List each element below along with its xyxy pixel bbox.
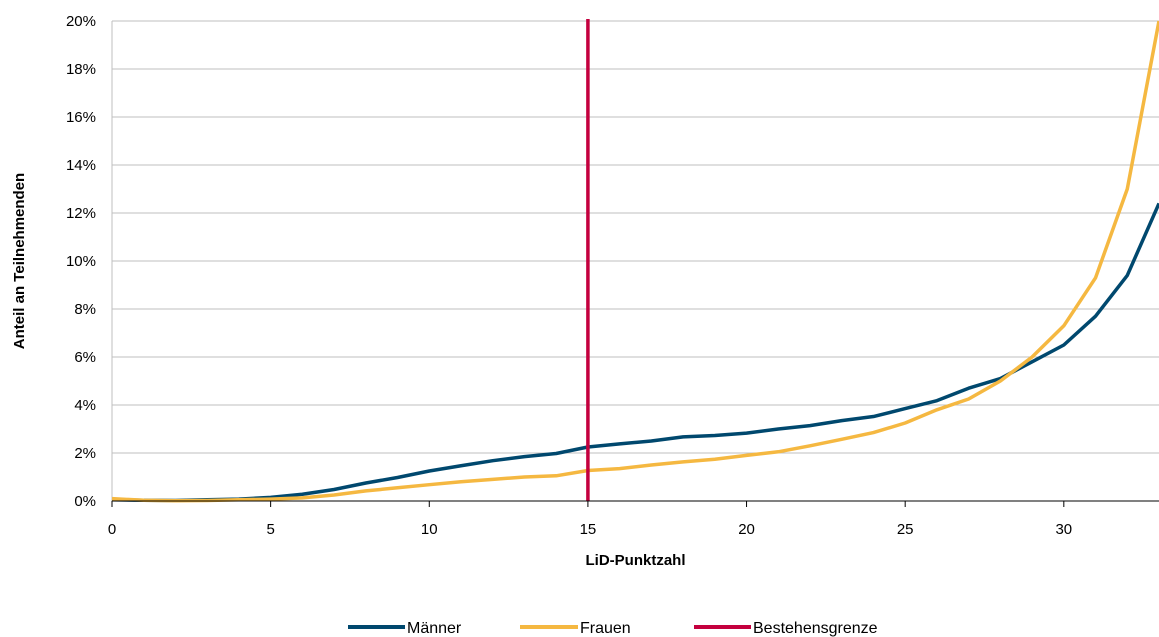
legend-label-maenner: Männer [407,620,462,637]
y-tick-label: 20% [66,13,96,30]
y-tick-label: 8% [74,301,96,318]
x-tick-label: 20 [738,521,755,538]
y-tick-label: 0% [74,493,96,510]
x-tick-label: 10 [421,521,438,538]
y-tick-label: 12% [66,205,96,222]
y-tick-label: 4% [74,397,96,414]
y-tick-label: 6% [74,349,96,366]
x-tick-label: 0 [108,521,116,538]
x-axis-title: LiD-Punktzahl [586,552,686,569]
y-tick-label: 10% [66,253,96,270]
y-tick-label: 18% [66,61,96,78]
legend-label-frauen: Frauen [580,620,631,637]
x-tick-labels: 0 5 10 15 20 25 30 [108,501,1072,538]
y-tick-label: 16% [66,109,96,126]
y-axis-title: Anteil an Teilnehmenden [11,173,28,349]
x-tick-label: 30 [1055,521,1072,538]
x-tick-label: 5 [266,521,274,538]
series-lines [111,20,1159,503]
x-tick-label: 25 [897,521,914,538]
gridlines [111,20,1159,501]
series-line-frauen [111,20,1159,503]
x-tick-label: 15 [580,521,597,538]
y-tick-labels: 0% 2% 4% 6% 8% 10% 12% 14% 16% 18% 20% [66,13,96,510]
y-tick-label: 14% [66,157,96,174]
series-line-mnner [111,202,1159,503]
legend-label-bestehensgrenze: Bestehensgrenze [753,620,878,637]
legend: Männer Frauen Bestehensgrenze [348,620,878,637]
y-tick-label: 2% [74,445,96,462]
